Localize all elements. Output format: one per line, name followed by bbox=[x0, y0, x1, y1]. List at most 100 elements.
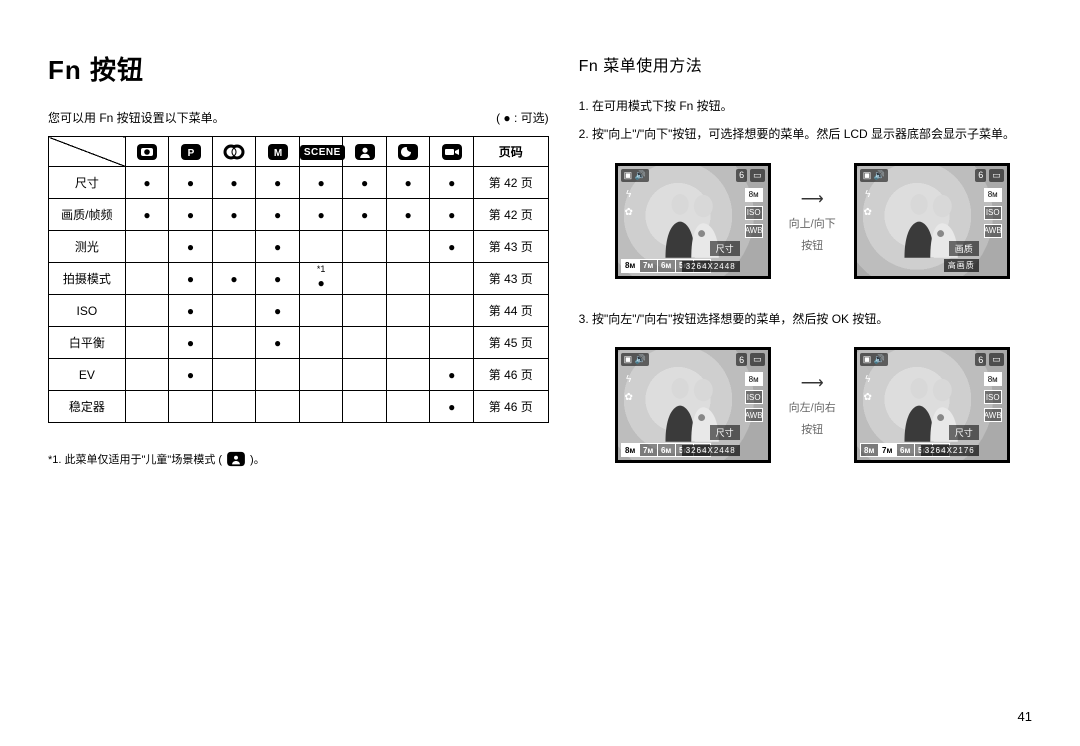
matrix-cell: ● bbox=[169, 327, 213, 359]
lcd-screen-2b: ▣ 🔊 6▭ϟ✿8ᴍISOAWB尺寸8ᴍ7ᴍ6ᴍ5ᴍ3ᴍ3264X2176 bbox=[854, 347, 1010, 463]
fn-matrix-table: P M SCENE bbox=[48, 136, 549, 423]
page-ref: 第 43 页 bbox=[473, 263, 548, 295]
matrix-cell bbox=[343, 295, 387, 327]
screen-row-1: ▣ 🔊 6▭ϟ✿8ᴍISOAWB尺寸8ᴍ7ᴍ6ᴍ5ᴍ3ᴍ3264X2448 ⟶ … bbox=[615, 163, 1032, 279]
matrix-cell bbox=[125, 231, 169, 263]
intro-text: 您可以用 Fn 按钮设置以下菜单。 bbox=[48, 109, 225, 126]
matrix-cell bbox=[386, 327, 430, 359]
page-ref: 第 42 页 bbox=[473, 199, 548, 231]
page-ref: 第 46 页 bbox=[473, 391, 548, 423]
svg-text:P: P bbox=[187, 148, 194, 159]
matrix-cell: ● bbox=[212, 263, 256, 295]
matrix-cell: ● bbox=[212, 167, 256, 199]
matrix-cell bbox=[299, 231, 343, 263]
mode-icon-auto bbox=[125, 137, 169, 167]
matrix-cell bbox=[125, 359, 169, 391]
matrix-cell: ● bbox=[299, 167, 343, 199]
matrix-cell: ● bbox=[430, 231, 474, 263]
matrix-cell bbox=[212, 359, 256, 391]
table-row: 尺寸●●●●●●●●第 42 页 bbox=[49, 167, 549, 199]
table-corner bbox=[49, 137, 126, 167]
legend-text: ( ● : 可选) bbox=[496, 109, 549, 126]
matrix-cell: *1● bbox=[299, 263, 343, 295]
row-label: 画质/帧频 bbox=[49, 199, 126, 231]
matrix-cell bbox=[343, 231, 387, 263]
matrix-cell: ● bbox=[430, 359, 474, 391]
matrix-cell: ● bbox=[169, 263, 213, 295]
table-row: 稳定器 ●第 46 页 bbox=[49, 391, 549, 423]
row-label: ISO bbox=[49, 295, 126, 327]
matrix-cell bbox=[299, 327, 343, 359]
matrix-cell bbox=[343, 391, 387, 423]
matrix-cell: ● bbox=[343, 167, 387, 199]
page-ref: 第 44 页 bbox=[473, 295, 548, 327]
arrow-icon: ⟶ bbox=[801, 373, 824, 393]
table-row: 拍摄模式●●●*1●第 43 页 bbox=[49, 263, 549, 295]
matrix-cell: ● bbox=[256, 327, 300, 359]
mode-icon-portrait bbox=[343, 137, 387, 167]
mode-icon-dual bbox=[212, 137, 256, 167]
matrix-cell bbox=[212, 231, 256, 263]
table-row: EV●●第 46 页 bbox=[49, 359, 549, 391]
matrix-cell bbox=[256, 359, 300, 391]
matrix-cell: ● bbox=[430, 391, 474, 423]
matrix-cell: ● bbox=[169, 359, 213, 391]
matrix-cell: ● bbox=[386, 167, 430, 199]
mode-icon-scene: SCENE bbox=[299, 137, 343, 167]
matrix-cell: ● bbox=[256, 263, 300, 295]
matrix-cell bbox=[386, 263, 430, 295]
button-label-1: 按钮 bbox=[801, 237, 823, 253]
matrix-cell: ● bbox=[169, 167, 213, 199]
page-ref: 第 43 页 bbox=[473, 231, 548, 263]
mode-icon-movie bbox=[430, 137, 474, 167]
lcd-screen-1b: ▣ 🔊 6▭ϟ✿8ᴍISOAWB画质高画质 bbox=[854, 163, 1010, 279]
mode-icon-manual: M bbox=[256, 137, 300, 167]
matrix-cell bbox=[299, 295, 343, 327]
matrix-cell bbox=[125, 263, 169, 295]
matrix-cell bbox=[430, 263, 474, 295]
matrix-cell bbox=[125, 295, 169, 327]
matrix-cell bbox=[386, 295, 430, 327]
matrix-cell: ● bbox=[125, 199, 169, 231]
row-label: 拍摄模式 bbox=[49, 263, 126, 295]
screen-row-2: ▣ 🔊 6▭ϟ✿8ᴍISOAWB尺寸8ᴍ7ᴍ6ᴍ5ᴍ3ᴍ3264X2448 ⟶ … bbox=[615, 347, 1032, 463]
row-label: 尺寸 bbox=[49, 167, 126, 199]
matrix-cell: ● bbox=[343, 199, 387, 231]
footnote-suffix: )。 bbox=[250, 451, 265, 467]
table-row: 画质/帧频●●●●●●●●第 42 页 bbox=[49, 199, 549, 231]
matrix-cell bbox=[430, 295, 474, 327]
matrix-cell: ● bbox=[169, 295, 213, 327]
matrix-cell bbox=[386, 231, 430, 263]
matrix-cell: ● bbox=[386, 199, 430, 231]
matrix-cell: ● bbox=[169, 199, 213, 231]
page-title: Fn 按钮 bbox=[48, 50, 549, 87]
matrix-cell: ● bbox=[430, 199, 474, 231]
matrix-cell: ● bbox=[256, 295, 300, 327]
step-3: 3. 按"向左"/"向右"按钮选择想要的菜单，然后按 OK 按钮。 bbox=[579, 309, 1032, 329]
matrix-cell bbox=[343, 327, 387, 359]
matrix-cell: ● bbox=[125, 167, 169, 199]
arrow-label-ud: 向上/向下 bbox=[789, 215, 836, 231]
arrow-label-lr: 向左/向右 bbox=[789, 399, 836, 415]
section-title: Fn 菜单使用方法 bbox=[579, 52, 1032, 76]
matrix-cell bbox=[256, 391, 300, 423]
matrix-cell: ● bbox=[299, 199, 343, 231]
table-row: 白平衡●●第 45 页 bbox=[49, 327, 549, 359]
matrix-cell: ● bbox=[256, 199, 300, 231]
arrow-icon: ⟶ bbox=[801, 189, 824, 209]
matrix-cell bbox=[386, 391, 430, 423]
matrix-cell bbox=[212, 391, 256, 423]
matrix-cell bbox=[125, 327, 169, 359]
matrix-cell: ● bbox=[430, 167, 474, 199]
row-label: 稳定器 bbox=[49, 391, 126, 423]
matrix-cell bbox=[430, 327, 474, 359]
lcd-screen-1a: ▣ 🔊 6▭ϟ✿8ᴍISOAWB尺寸8ᴍ7ᴍ6ᴍ5ᴍ3ᴍ3264X2448 bbox=[615, 163, 771, 279]
table-row: 测光●●●第 43 页 bbox=[49, 231, 549, 263]
matrix-cell bbox=[343, 359, 387, 391]
matrix-cell: ● bbox=[256, 231, 300, 263]
page-number: 41 bbox=[1018, 709, 1032, 724]
page-ref: 第 46 页 bbox=[473, 359, 548, 391]
table-row: ISO ● ● 第 44 页 bbox=[49, 295, 549, 327]
matrix-cell bbox=[125, 391, 169, 423]
matrix-cell: ● bbox=[169, 231, 213, 263]
